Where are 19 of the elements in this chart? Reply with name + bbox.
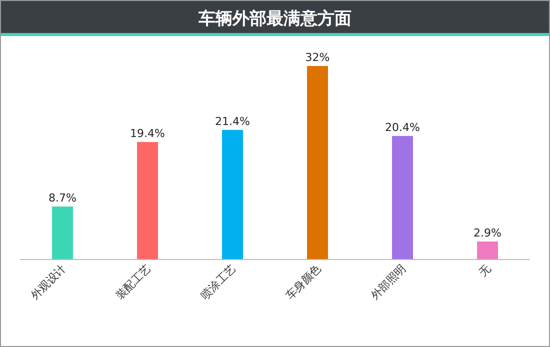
bar: [392, 136, 413, 259]
data-label: 21.4%: [215, 114, 250, 128]
x-tick-label: 外观设计: [28, 262, 69, 302]
x-tick-label: 外部照明: [368, 262, 409, 302]
data-label: 2.9%: [474, 226, 502, 240]
bar: [307, 66, 328, 259]
data-label: 19.4%: [130, 126, 165, 140]
data-label: 20.4%: [385, 120, 420, 134]
x-tick-label: 装配工艺: [113, 262, 154, 302]
bar: [137, 142, 158, 259]
x-tick-label: 无: [476, 262, 494, 279]
data-label: 8.7%: [48, 192, 76, 205]
x-tick-label: 喷涂工艺: [198, 262, 239, 302]
x-tick-label: 车身颜色: [283, 262, 324, 302]
bar: [477, 242, 498, 259]
bar: [52, 206, 73, 259]
chart-title: 车辆外部最满意方面: [198, 9, 352, 29]
data-label: 32%: [305, 51, 330, 64]
bar: [222, 130, 243, 259]
